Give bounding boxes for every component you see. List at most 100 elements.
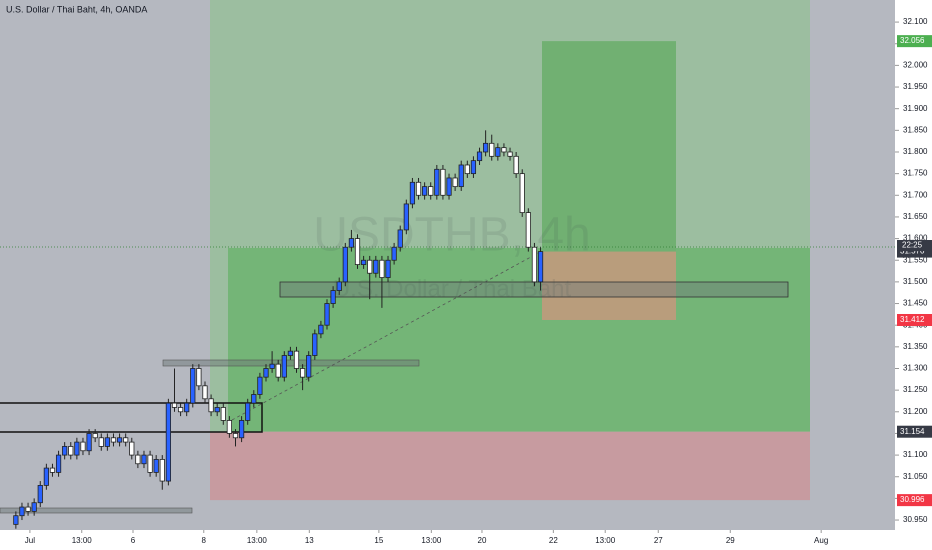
candle-body: [470, 160, 477, 175]
candle-body: [257, 376, 263, 395]
x-tick-label: 27: [654, 536, 663, 545]
price-label: 30.996: [900, 495, 925, 504]
candle-body: [519, 173, 525, 214]
y-tick-label: 31.500: [903, 277, 928, 286]
risk-box: [542, 251, 676, 320]
candle-body: [391, 246, 397, 261]
candle-body: [171, 402, 178, 408]
candle-body: [202, 385, 208, 400]
candle-body: [293, 350, 300, 369]
candle-body: [49, 467, 56, 473]
candle-body: [98, 437, 104, 447]
candle-body: [86, 433, 92, 452]
candle-body: [342, 246, 348, 283]
candle-body: [116, 437, 123, 443]
y-tick-label: 31.550: [903, 255, 928, 264]
candle-body: [275, 363, 281, 378]
candle-body: [147, 454, 153, 473]
price-label: 31.570: [900, 247, 925, 256]
y-tick-label: 30.950: [903, 515, 928, 524]
candle-body: [440, 168, 446, 196]
x-tick-label: 22: [549, 536, 558, 545]
candle-body: [361, 259, 367, 265]
candle-body: [287, 350, 294, 356]
candle-body: [458, 164, 464, 188]
candle-body: [226, 420, 232, 434]
candle-body: [135, 454, 141, 465]
y-tick-label: 32.100: [903, 17, 928, 26]
candle-body: [110, 437, 117, 443]
countdown: 22:25: [902, 241, 923, 250]
candles: [13, 130, 544, 529]
candle-body: [263, 368, 269, 378]
price-axis: [895, 0, 932, 550]
candle-body: [483, 142, 489, 153]
candle-body: [208, 398, 214, 413]
profit-zone: [228, 248, 810, 432]
candle-body: [452, 177, 458, 188]
y-tick-label: 31.850: [903, 125, 928, 134]
candle-body: [245, 402, 251, 421]
candle-body: [123, 437, 129, 443]
x-tick-label: 20: [478, 536, 487, 545]
x-tick-label: 13:00: [247, 536, 268, 545]
candle-body: [489, 142, 495, 157]
y-tick-label: 31.050: [903, 472, 928, 481]
countdown-box: [897, 240, 932, 251]
watermark-subtitle: U.S. Dollar / Thai Baht: [333, 275, 572, 302]
candle-body: [336, 281, 342, 291]
candle-body: [501, 147, 507, 153]
candle-body: [74, 441, 80, 456]
candle-body: [348, 238, 355, 248]
price-label-box: [897, 494, 932, 507]
candle-body: [409, 181, 416, 205]
candle-body: [141, 454, 147, 465]
y-tick-label: 32.000: [903, 60, 928, 69]
candle-body: [214, 407, 220, 413]
chart-title: U.S. Dollar / Thai Baht, 4h, OANDA: [6, 4, 147, 14]
watermark: USDTHB, 4h: [313, 209, 590, 262]
candle-body: [104, 437, 110, 447]
x-tick-label: 13:00: [72, 536, 93, 545]
candle-body: [184, 402, 190, 413]
candle-body: [397, 229, 403, 248]
price-label-box: [897, 245, 932, 258]
candle-body: [507, 151, 513, 157]
candle-body: [165, 402, 171, 482]
candle-body: [220, 407, 226, 421]
candle-body: [537, 251, 544, 283]
price-label-box: [897, 35, 932, 48]
range-box: [0, 402, 263, 433]
candle-body: [19, 506, 25, 517]
candle-body: [300, 368, 306, 378]
candle-body: [25, 506, 31, 512]
candle-body: [312, 333, 318, 356]
x-tick-label: 6: [131, 536, 136, 545]
candle-body: [434, 168, 440, 196]
candle-body: [428, 186, 434, 196]
candle-body: [196, 368, 202, 387]
y-tick-label: 31.950: [903, 82, 928, 91]
x-tick-label: 29: [726, 536, 735, 545]
candle-body: [513, 155, 519, 175]
y-tick-label: 31.300: [903, 364, 928, 373]
candle-body: [422, 186, 428, 196]
zone: [0, 507, 193, 514]
y-tick-label: 31.100: [903, 450, 928, 459]
y-tick-label: 31.700: [903, 190, 928, 199]
axis-labels: 30.95031.00031.05031.10031.15031.20031.2…: [25, 17, 932, 545]
candle-body: [495, 147, 501, 157]
candle-body: [129, 441, 135, 456]
candle-body: [403, 203, 409, 231]
candle-body: [238, 420, 245, 439]
y-tick-label: 31.350: [903, 342, 928, 351]
candle-body: [446, 177, 452, 196]
candle-body: [525, 212, 531, 248]
candle-body: [55, 454, 62, 473]
candle-body: [531, 246, 538, 283]
x-tick-label: 15: [374, 536, 383, 545]
price-label-box: [897, 425, 932, 438]
x-tick-label: 8: [202, 536, 207, 545]
y-tick-label: 31.600: [903, 234, 928, 243]
